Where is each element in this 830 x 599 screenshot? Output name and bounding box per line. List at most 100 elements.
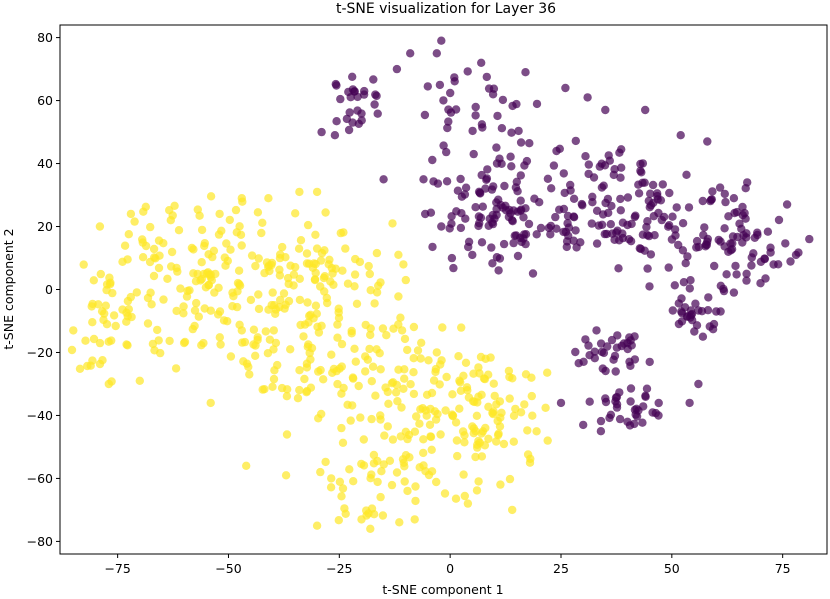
scatter-point — [448, 411, 457, 421]
scatter-point — [373, 109, 382, 118]
scatter-point — [176, 284, 185, 293]
scatter-point — [626, 361, 635, 370]
scatter-point — [415, 419, 424, 428]
scatter-point — [86, 361, 95, 370]
scatter-point — [641, 391, 650, 400]
scatter-point — [685, 284, 694, 293]
scatter-point — [428, 242, 437, 252]
x-axis-ticks: −75 −50 −25 0 25 50 75 — [104, 554, 791, 576]
scatter-point — [236, 230, 246, 239]
scatter-point — [546, 221, 556, 231]
scatter-point — [432, 348, 441, 357]
scatter-point — [96, 269, 106, 279]
scatter-point — [324, 260, 333, 269]
scatter-point — [674, 240, 683, 250]
scatter-point — [528, 269, 538, 278]
scatter-point — [543, 174, 553, 183]
scatter-point — [273, 360, 282, 370]
scatter-point — [163, 274, 172, 283]
scatter-point — [618, 218, 628, 227]
scatter-point — [665, 188, 674, 198]
scatter-point — [365, 344, 374, 354]
scatter-point — [648, 180, 658, 190]
scatter-point — [296, 236, 306, 245]
scatter-point — [474, 477, 483, 486]
scatter-point — [433, 179, 443, 188]
scatter-point — [489, 409, 498, 419]
scatter-point — [476, 213, 486, 222]
scatter-point — [704, 293, 713, 302]
scatter-point — [206, 398, 215, 408]
scatter-point — [732, 270, 741, 279]
scatter-point — [700, 223, 709, 232]
scatter-point — [616, 194, 625, 204]
scatter-point — [668, 306, 677, 315]
scatter-point — [674, 299, 683, 308]
scatter-point — [708, 325, 718, 334]
scatter-point — [132, 288, 141, 297]
scatter-point — [560, 188, 569, 198]
scatter-point — [729, 288, 739, 297]
scatter-point — [269, 374, 279, 384]
scatter-point — [172, 263, 181, 273]
scatter-point — [642, 384, 652, 393]
scatter-point — [562, 237, 572, 246]
scatter-point — [350, 344, 359, 353]
scatter-point — [581, 152, 590, 161]
scatter-point — [355, 257, 365, 267]
scatter-point — [302, 363, 312, 372]
scatter-point — [372, 91, 381, 101]
scatter-point — [327, 350, 336, 359]
scatter-point — [438, 323, 447, 332]
scatter-point — [429, 376, 439, 385]
scatter-point — [546, 230, 555, 239]
scatter-point — [492, 437, 501, 446]
scatter-point — [501, 201, 510, 210]
scatter-point — [469, 149, 478, 159]
scatter-point — [289, 281, 298, 290]
scatter-point — [187, 243, 197, 253]
scatter-point — [215, 307, 225, 316]
scatter-point — [525, 139, 534, 148]
scatter-point — [326, 483, 336, 492]
scatter-point — [623, 193, 633, 202]
x-tick-label: 75 — [775, 561, 791, 576]
scatter-point — [595, 162, 604, 171]
scatter-point — [742, 233, 751, 242]
scatter-point — [214, 283, 223, 292]
scatter-point — [786, 257, 795, 266]
scatter-point — [419, 175, 428, 184]
scatter-point — [490, 391, 499, 401]
scatter-point — [302, 388, 311, 397]
scatter-point — [670, 225, 680, 234]
scatter-point — [452, 436, 462, 445]
scatter-point — [356, 413, 365, 422]
scatter-point — [623, 417, 632, 426]
scatter-point — [774, 260, 783, 269]
scatter-point — [439, 96, 448, 105]
scatter-point — [231, 205, 241, 215]
scatter-point — [268, 288, 277, 297]
scatter-point — [120, 241, 130, 250]
scatter-point — [626, 384, 636, 393]
scatter-point — [108, 288, 117, 298]
scatter-point — [592, 326, 601, 335]
scatter-point — [683, 252, 692, 261]
scatter-point — [345, 465, 354, 474]
scatter-point — [278, 242, 287, 252]
scatter-point — [348, 373, 358, 382]
scatter-point — [385, 456, 395, 465]
scatter-point — [577, 199, 586, 209]
scatter-point — [601, 105, 610, 115]
scatter-point — [720, 224, 729, 233]
scatter-point — [295, 274, 304, 283]
scatter-point — [374, 281, 383, 290]
scatter-point — [240, 337, 250, 347]
scatter-point — [556, 398, 566, 408]
scatter-point — [260, 268, 269, 278]
scatter-point — [337, 423, 346, 433]
scatter-point — [393, 397, 402, 406]
scatter-point — [330, 131, 340, 140]
scatter-point — [410, 515, 419, 524]
scatter-point — [592, 239, 602, 248]
